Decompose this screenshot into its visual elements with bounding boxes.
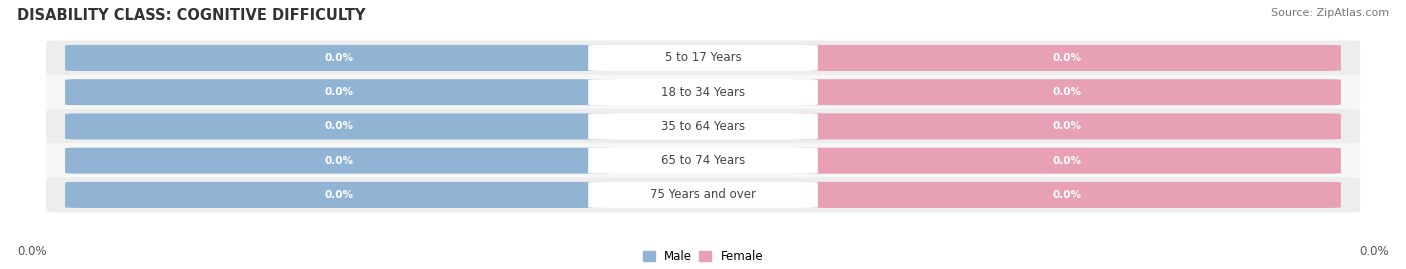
FancyBboxPatch shape [46,41,1360,75]
FancyBboxPatch shape [588,182,818,208]
Text: 0.0%: 0.0% [325,156,354,166]
Text: 65 to 74 Years: 65 to 74 Years [661,154,745,167]
FancyBboxPatch shape [588,79,818,105]
Text: 0.0%: 0.0% [325,121,354,132]
FancyBboxPatch shape [46,75,1360,110]
FancyBboxPatch shape [65,148,613,174]
FancyBboxPatch shape [65,45,613,71]
Text: 0.0%: 0.0% [1052,190,1081,200]
Text: DISABILITY CLASS: COGNITIVE DIFFICULTY: DISABILITY CLASS: COGNITIVE DIFFICULTY [17,8,366,23]
FancyBboxPatch shape [46,178,1360,212]
FancyBboxPatch shape [793,182,1341,208]
Text: 0.0%: 0.0% [325,53,354,63]
Text: 0.0%: 0.0% [1052,87,1081,97]
Text: 0.0%: 0.0% [325,190,354,200]
FancyBboxPatch shape [588,114,818,139]
Text: 0.0%: 0.0% [1052,121,1081,132]
FancyBboxPatch shape [588,45,818,71]
Text: 5 to 17 Years: 5 to 17 Years [665,51,741,65]
FancyBboxPatch shape [65,79,613,105]
Text: 75 Years and over: 75 Years and over [650,188,756,201]
FancyBboxPatch shape [793,114,1341,139]
Text: 18 to 34 Years: 18 to 34 Years [661,86,745,99]
FancyBboxPatch shape [46,143,1360,178]
FancyBboxPatch shape [65,182,613,208]
FancyBboxPatch shape [65,114,613,139]
Text: 0.0%: 0.0% [1360,245,1389,258]
Legend: Male, Female: Male, Female [643,250,763,263]
FancyBboxPatch shape [588,148,818,174]
FancyBboxPatch shape [793,45,1341,71]
Text: 0.0%: 0.0% [1052,156,1081,166]
FancyBboxPatch shape [46,109,1360,144]
Text: 0.0%: 0.0% [17,245,46,258]
FancyBboxPatch shape [793,79,1341,105]
FancyBboxPatch shape [793,148,1341,174]
Text: 0.0%: 0.0% [325,87,354,97]
Text: Source: ZipAtlas.com: Source: ZipAtlas.com [1271,8,1389,18]
Text: 0.0%: 0.0% [1052,53,1081,63]
Text: 35 to 64 Years: 35 to 64 Years [661,120,745,133]
